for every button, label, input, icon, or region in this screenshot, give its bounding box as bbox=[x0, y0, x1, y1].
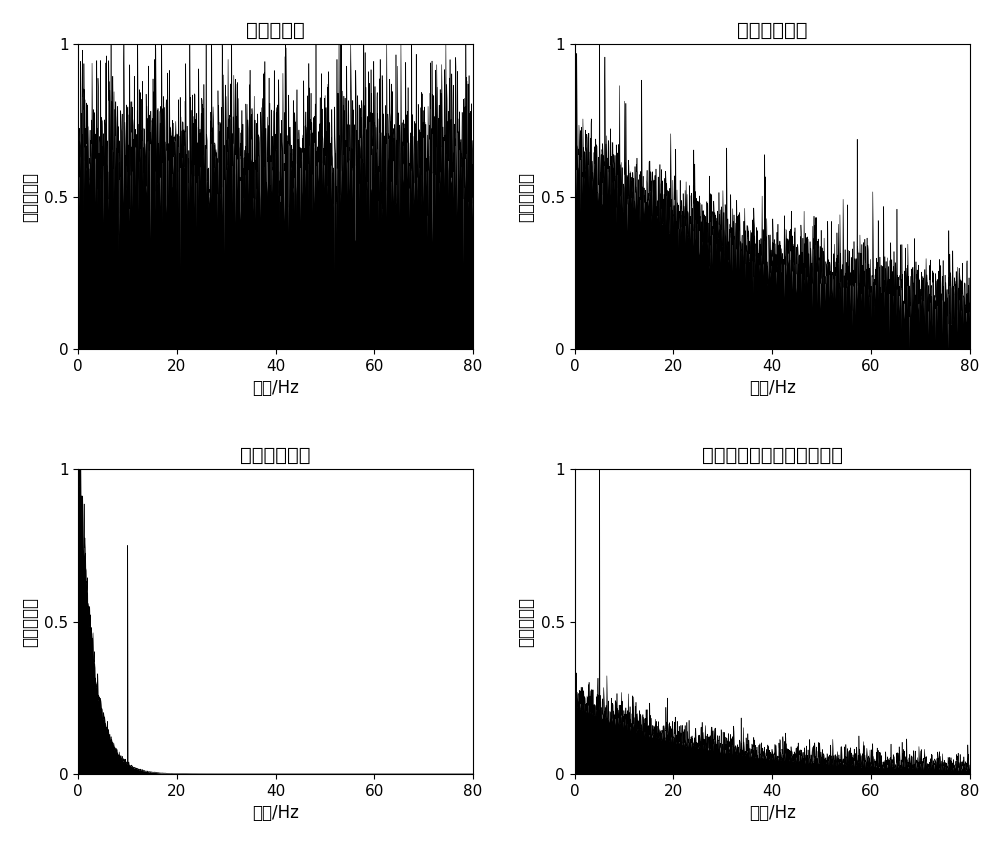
Title: 小波变换方法: 小波变换方法 bbox=[737, 21, 807, 40]
Y-axis label: 归一化幅度: 归一化幅度 bbox=[21, 171, 39, 222]
Y-axis label: 归一化幅度: 归一化幅度 bbox=[517, 597, 535, 647]
Title: 模方谱方法: 模方谱方法 bbox=[246, 21, 305, 40]
X-axis label: 频率/Hz: 频率/Hz bbox=[749, 804, 796, 822]
X-axis label: 频率/Hz: 频率/Hz bbox=[252, 379, 299, 397]
Title: 随机共振联合小波变换方法: 随机共振联合小波变换方法 bbox=[702, 446, 843, 464]
Title: 随机共振方法: 随机共振方法 bbox=[240, 446, 311, 464]
Y-axis label: 归一化幅度: 归一化幅度 bbox=[517, 171, 535, 222]
Y-axis label: 归一化幅度: 归一化幅度 bbox=[21, 597, 39, 647]
X-axis label: 频率/Hz: 频率/Hz bbox=[252, 804, 299, 822]
X-axis label: 频率/Hz: 频率/Hz bbox=[749, 379, 796, 397]
